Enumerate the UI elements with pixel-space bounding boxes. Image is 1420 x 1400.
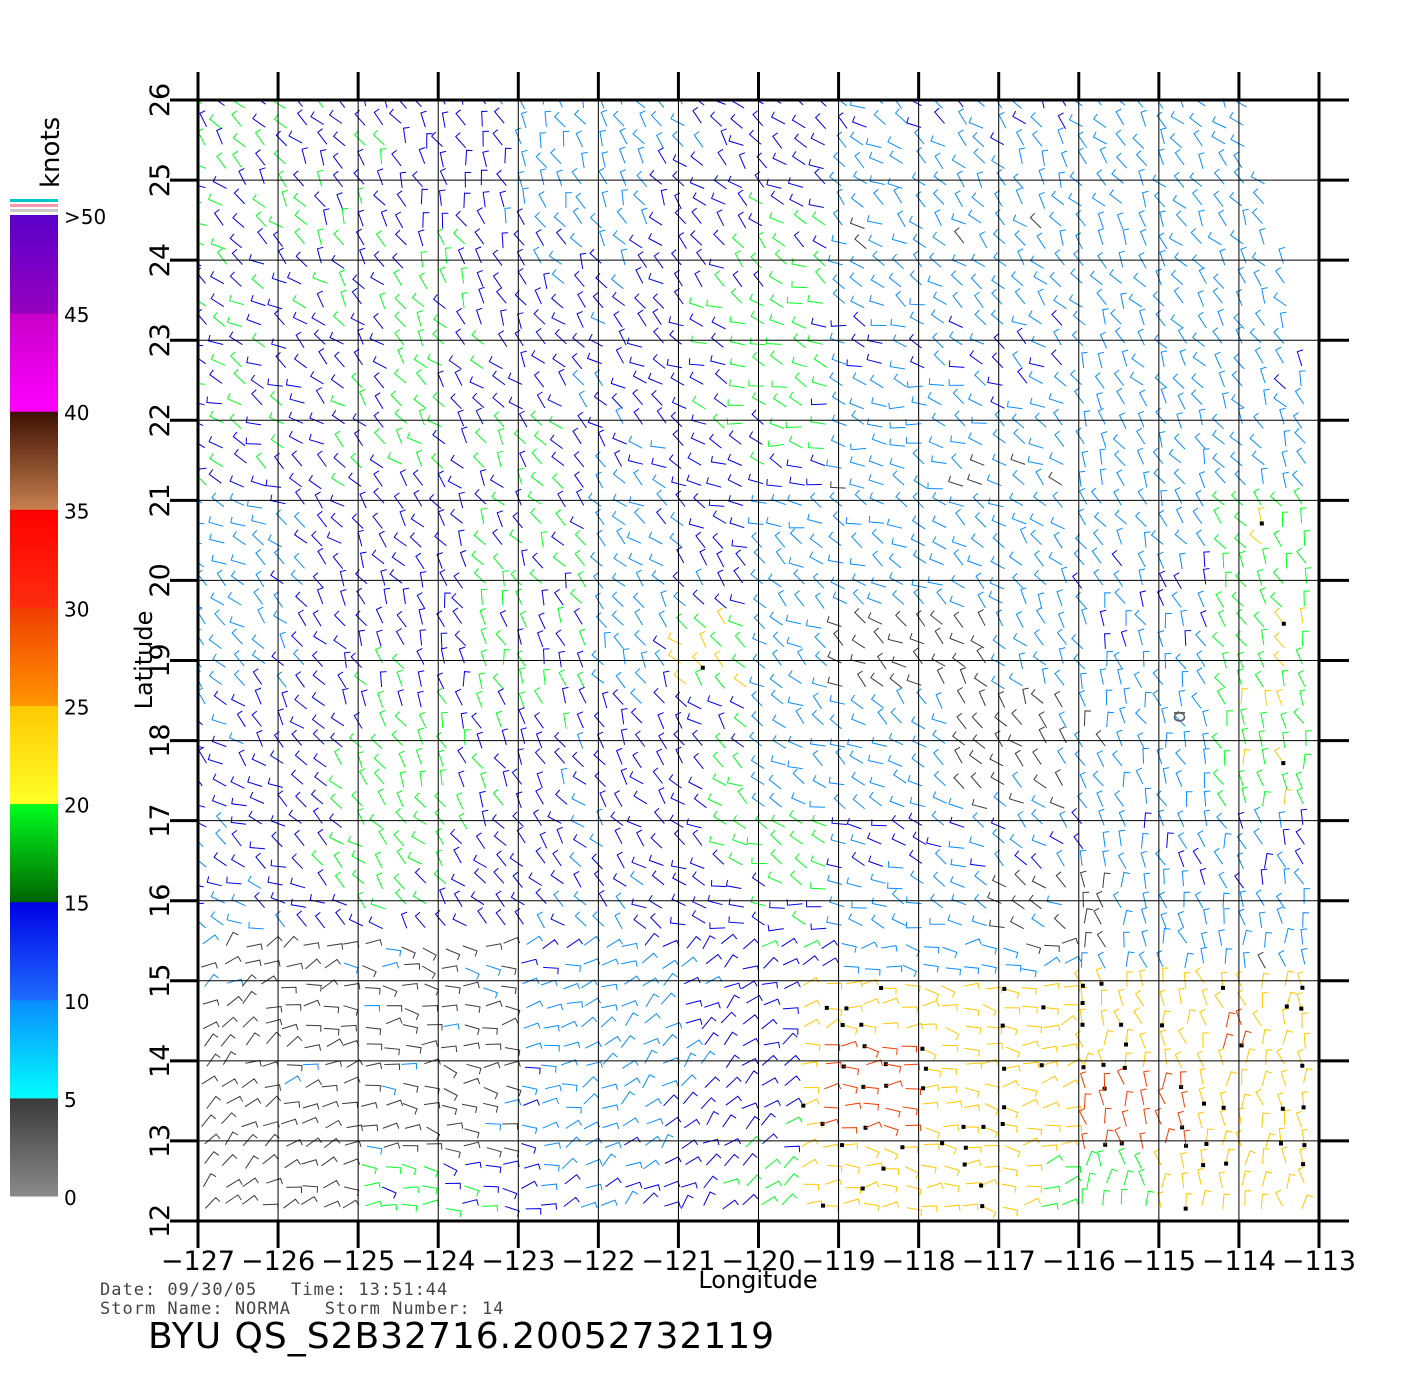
lon-tick-label: −119 bbox=[801, 1246, 875, 1277]
storm-info-line: Storm Name: NORMA Storm Number: 14 bbox=[100, 1299, 505, 1319]
lat-tick-label: 21 bbox=[145, 483, 176, 517]
lat-tick-label: 18 bbox=[145, 723, 176, 757]
wind-barb-group bbox=[198, 100, 1308, 1217]
colorbar-label: >50 bbox=[64, 205, 106, 229]
colorbar-stripe bbox=[10, 204, 58, 207]
colorbar-label: 20 bbox=[64, 794, 89, 818]
wind-barb-group bbox=[822, 1008, 1252, 1149]
colorbar-band bbox=[10, 901, 58, 1001]
lat-tick-label: 25 bbox=[145, 163, 176, 197]
lon-tick-label: −115 bbox=[1122, 1246, 1196, 1277]
lon-tick-label: −123 bbox=[481, 1246, 555, 1277]
lat-tick-label: 22 bbox=[145, 403, 176, 437]
lat-tick-label: 23 bbox=[145, 323, 176, 357]
lat-tick-label: 12 bbox=[145, 1204, 176, 1238]
colorbar-stripe bbox=[10, 209, 58, 212]
storm-center-marker: ɑ bbox=[1166, 710, 1190, 723]
lat-tick-label: 19 bbox=[145, 643, 176, 677]
lat-tick-label: 20 bbox=[145, 563, 176, 597]
colorbar-label: 15 bbox=[64, 892, 89, 916]
lon-tick-label: −114 bbox=[1202, 1246, 1276, 1277]
wind-barb-group bbox=[198, 100, 1312, 1218]
colorbar-band bbox=[10, 999, 58, 1099]
lat-tick-label: 15 bbox=[145, 964, 176, 998]
lon-tick-label: −122 bbox=[561, 1246, 635, 1277]
lat-tick-label: 17 bbox=[145, 803, 176, 837]
colorbar-band bbox=[10, 1097, 58, 1197]
y-axis-title: Latitude bbox=[130, 611, 158, 710]
lon-tick-label: −120 bbox=[721, 1246, 795, 1277]
longitude-tick-labels: −127 −126 −125 −124 −123 −122 −121 −120 −119 −118… bbox=[161, 1246, 1356, 1277]
colorbar-label: 30 bbox=[64, 597, 89, 621]
colorbar-band bbox=[10, 607, 58, 706]
colorbar-label: 25 bbox=[64, 696, 89, 720]
colorbar-label: 40 bbox=[64, 401, 89, 425]
lon-tick-label: −117 bbox=[962, 1246, 1036, 1277]
wind-barb-group bbox=[700, 521, 1307, 1211]
colorbar-band bbox=[10, 411, 58, 510]
lat-tick-label: 16 bbox=[145, 884, 176, 918]
lon-tick-label: −116 bbox=[1042, 1246, 1116, 1277]
colorbar-band bbox=[10, 215, 58, 314]
colorbar-band bbox=[10, 313, 58, 412]
lon-tick-label: −121 bbox=[641, 1246, 715, 1277]
colorbar-band bbox=[10, 803, 58, 903]
lon-tick-label: −113 bbox=[1282, 1246, 1356, 1277]
colorbar-label: 0 bbox=[64, 1186, 77, 1210]
lat-tick-label: 13 bbox=[145, 1124, 176, 1158]
latitude-tick-labels: 12 13 14 15 16 17 18 19 20 21 22 23 24 25 26 bbox=[145, 83, 176, 1238]
lat-tick-label: 24 bbox=[145, 243, 176, 277]
colorbar-band bbox=[10, 705, 58, 805]
lon-tick-label: −127 bbox=[161, 1246, 235, 1277]
lon-tick-label: −125 bbox=[321, 1246, 395, 1277]
colorbar-label: 5 bbox=[64, 1088, 77, 1112]
lon-tick-label: −126 bbox=[241, 1246, 315, 1277]
lat-tick-label: 26 bbox=[145, 83, 176, 117]
wind-vector-field bbox=[198, 100, 1314, 1219]
colorbar-label: 35 bbox=[64, 499, 89, 523]
speed-colorbar: 0 5 10 15 20 25 30 35 40 45 >50 bbox=[10, 199, 106, 1210]
colorbar-stripe bbox=[10, 199, 58, 202]
file-title: BYU QS_S2B32716.20052732119 bbox=[148, 1316, 776, 1357]
lon-tick-label: −118 bbox=[882, 1246, 956, 1277]
wind-barb-group bbox=[667, 507, 1314, 1219]
date-time-line: Date: 09/30/05 Time: 13:51:44 bbox=[100, 1280, 449, 1300]
lat-tick-label: 14 bbox=[145, 1044, 176, 1078]
colorbar-label: 45 bbox=[64, 303, 89, 327]
colorbar-band bbox=[10, 509, 58, 608]
lon-tick-label: −124 bbox=[401, 1246, 475, 1277]
units-label: knots bbox=[36, 117, 66, 188]
colorbar-label: 10 bbox=[64, 990, 89, 1014]
lat-lon-grid bbox=[170, 72, 1349, 1248]
x-axis-title: Longitude bbox=[698, 1266, 817, 1294]
